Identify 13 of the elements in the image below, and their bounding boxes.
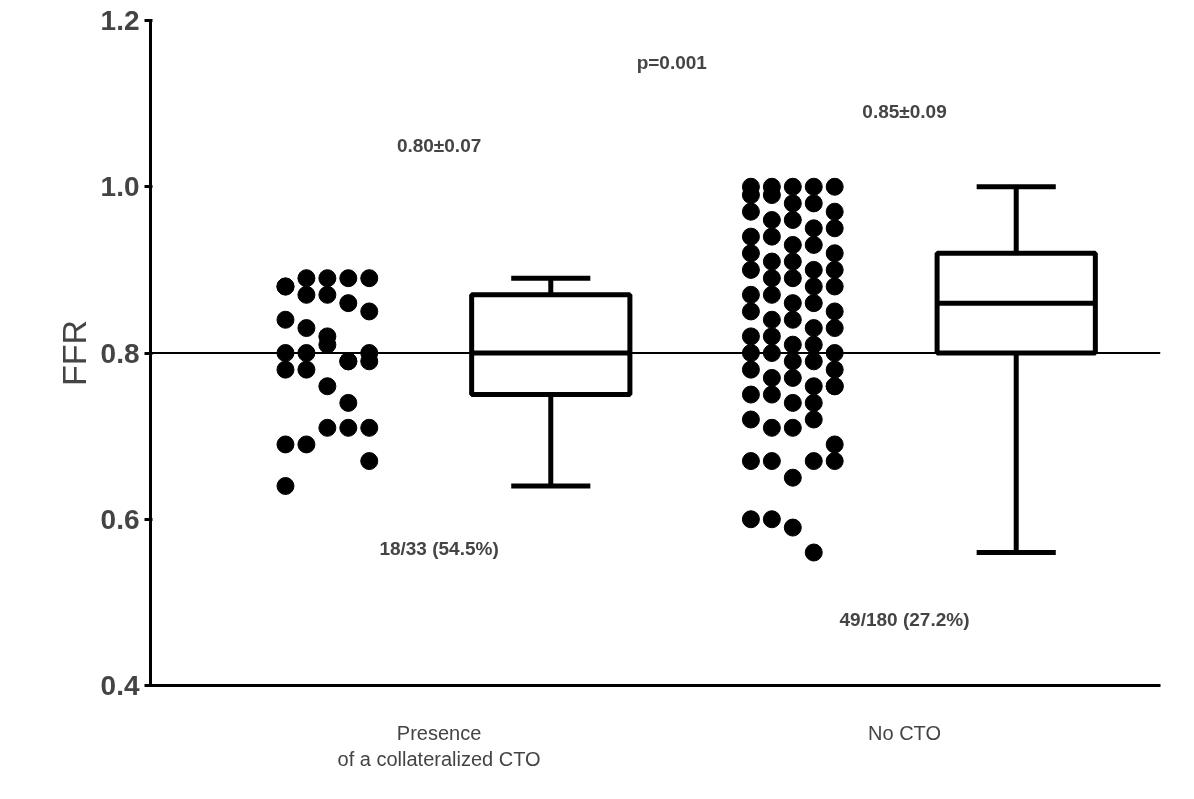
y-tick-label: 1.2 <box>100 5 140 36</box>
annotation: 0.85±0.09 <box>862 101 947 123</box>
y-axis-title: FFR <box>54 319 93 387</box>
annotation: 0.80±0.07 <box>396 134 482 156</box>
y-tick-label: 0.8 <box>100 337 140 369</box>
x-tick-label: Presence of a collateralized CTO <box>337 721 541 770</box>
y-tick-label: 0.6 <box>100 503 140 535</box>
annotation: p=0.001 <box>636 51 708 73</box>
annotation: 49/180 (27.2%) <box>839 608 970 630</box>
y-tick-label: 0.4 <box>100 670 140 701</box>
y-tick-label: 1.0 <box>100 171 140 203</box>
annotation: 18/33 (54.5%) <box>379 537 499 559</box>
x-tick-label: No CTO <box>868 721 941 744</box>
